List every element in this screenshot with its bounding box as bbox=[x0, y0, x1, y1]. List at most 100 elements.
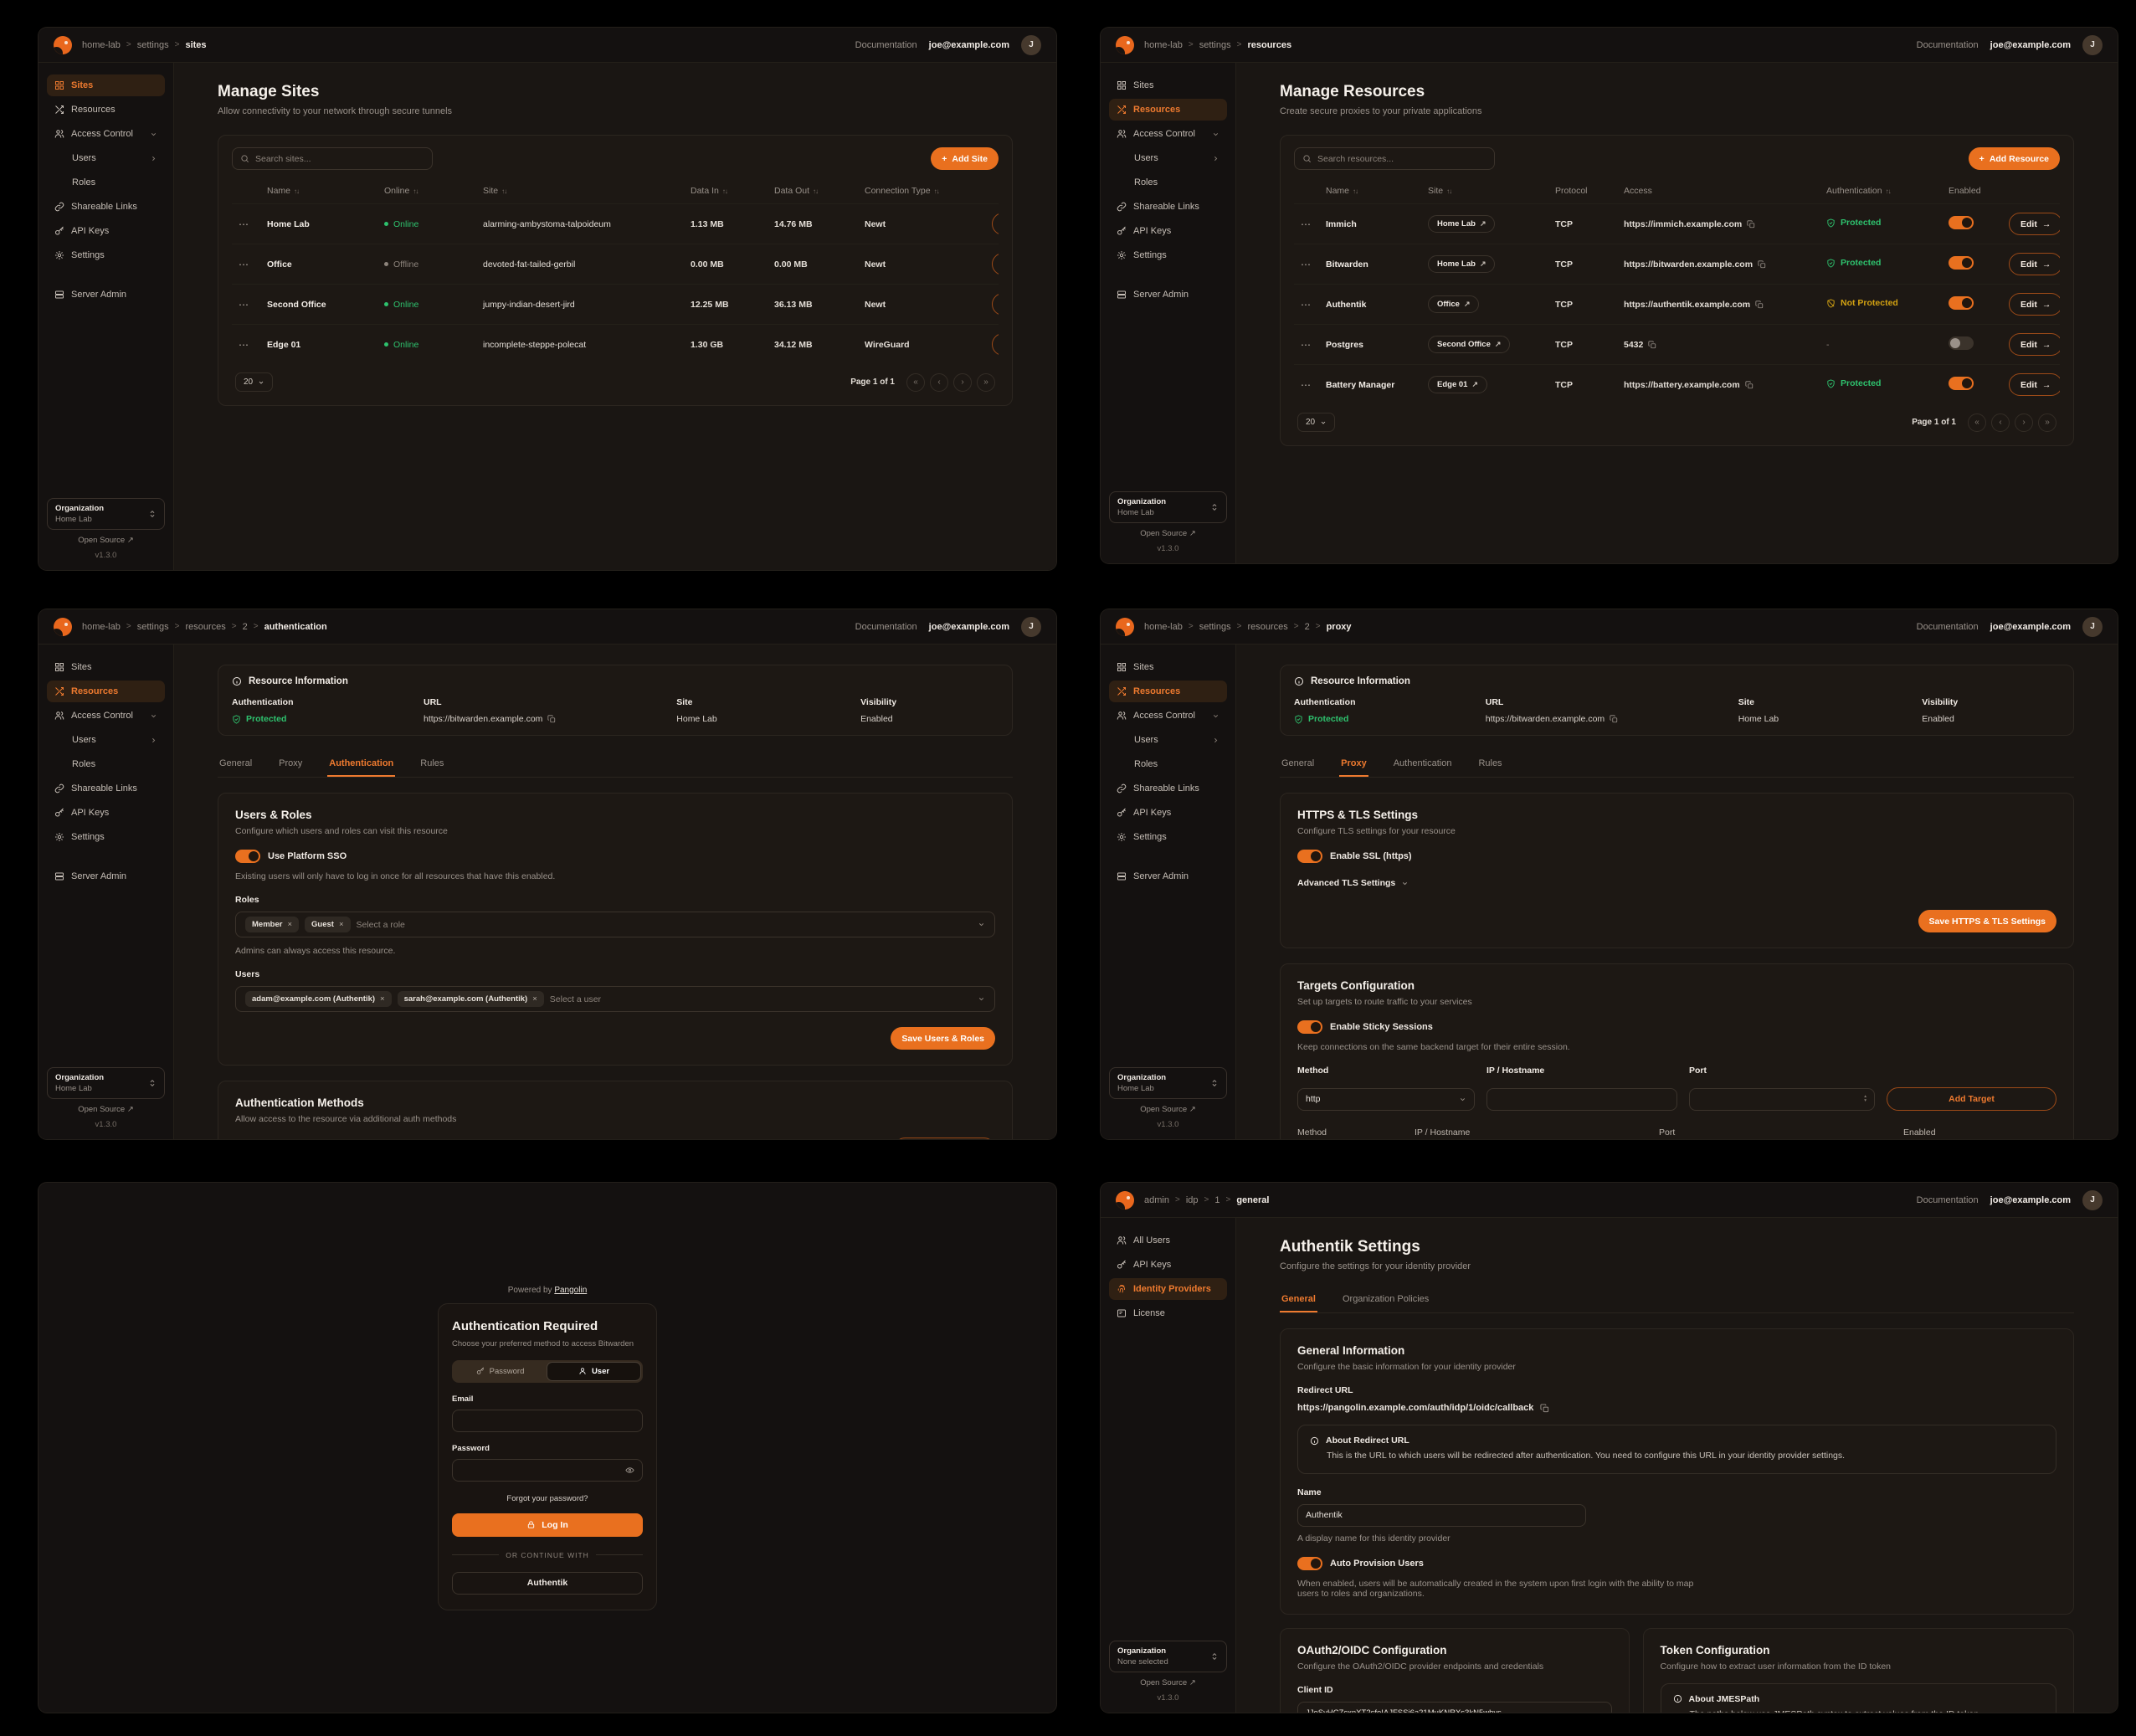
sidebar-item-server-admin[interactable]: Server Admin bbox=[47, 284, 165, 306]
breadcrumb-item[interactable]: idp bbox=[1185, 1194, 1199, 1205]
col-name[interactable]: Name ↑↓ bbox=[1326, 186, 1358, 196]
edit-button[interactable]: Edit→ bbox=[992, 333, 999, 356]
search-input[interactable] bbox=[1317, 153, 1486, 164]
tab-general[interactable]: General bbox=[1280, 1287, 1317, 1312]
site-link-chip[interactable]: Office ↗ bbox=[1428, 295, 1480, 313]
edit-button[interactable]: Edit→ bbox=[2009, 293, 2060, 316]
row-menu-button[interactable]: ⋯ bbox=[239, 218, 249, 230]
sidebar-item-resources[interactable]: Resources bbox=[47, 99, 165, 121]
open-source-link[interactable]: Open Source ↗ bbox=[1140, 529, 1196, 538]
ip-input[interactable] bbox=[1486, 1087, 1677, 1111]
copy-icon[interactable] bbox=[1648, 341, 1656, 349]
role-chip[interactable]: Guest × bbox=[305, 917, 351, 932]
enabled-toggle[interactable] bbox=[1949, 377, 1974, 390]
prev-page-button[interactable]: ‹ bbox=[1991, 413, 2010, 432]
forgot-password-link[interactable]: Forgot your password? bbox=[506, 1493, 588, 1503]
ip-input-field[interactable] bbox=[1495, 1094, 1669, 1104]
sidebar-item-users[interactable]: Users bbox=[1109, 147, 1227, 169]
sidebar-item-shareable-links[interactable]: Shareable Links bbox=[1109, 196, 1227, 218]
first-page-button[interactable]: « bbox=[906, 372, 925, 392]
breadcrumb-item[interactable]: home-lab bbox=[1144, 621, 1183, 632]
sidebar-item-api-keys[interactable]: API Keys bbox=[1109, 802, 1227, 824]
col-site[interactable]: Site ↑↓ bbox=[483, 186, 507, 196]
sidebar-item-roles[interactable]: Roles bbox=[47, 172, 165, 193]
open-source-link[interactable]: Open Source ↗ bbox=[1140, 1105, 1196, 1114]
sidebar-item-server-admin[interactable]: Server Admin bbox=[1109, 284, 1227, 306]
col-site[interactable]: Site ↑↓ bbox=[1428, 186, 1452, 196]
prev-page-button[interactable]: ‹ bbox=[930, 372, 948, 392]
sidebar-item-shareable-links[interactable]: Shareable Links bbox=[47, 778, 165, 799]
col-online[interactable]: Online ↑↓ bbox=[384, 186, 418, 196]
avatar[interactable]: J bbox=[2082, 34, 2103, 55]
breadcrumb-item[interactable]: home-lab bbox=[1144, 39, 1183, 50]
add-resource-button[interactable]: + Add Resource bbox=[1968, 147, 2060, 170]
sidebar-item-roles[interactable]: Roles bbox=[1109, 753, 1227, 775]
roles-multiselect[interactable]: Member × Guest × Select a role bbox=[235, 912, 995, 937]
col-data-in[interactable]: Data In ↑↓ bbox=[691, 186, 728, 196]
sidebar-item-api-keys[interactable]: API Keys bbox=[1109, 220, 1227, 242]
sidebar-item-users[interactable]: Users bbox=[47, 729, 165, 751]
tab-rules[interactable]: Rules bbox=[418, 751, 445, 777]
enabled-toggle[interactable] bbox=[1949, 216, 1974, 229]
sidebar-item-settings[interactable]: Settings bbox=[47, 244, 165, 266]
sidebar-item-api-keys[interactable]: API Keys bbox=[47, 802, 165, 824]
user-chip[interactable]: sarah@example.com (Authentik) × bbox=[397, 991, 544, 1007]
open-source-link[interactable]: Open Source ↗ bbox=[78, 1105, 134, 1114]
breadcrumb-item[interactable]: resources bbox=[185, 621, 226, 632]
col-connection-type[interactable]: Connection Type ↑↓ bbox=[865, 186, 940, 196]
enabled-toggle[interactable] bbox=[1949, 296, 1974, 310]
remove-password-button[interactable]: Remove Password bbox=[893, 1138, 995, 1139]
pangolin-link[interactable]: Pangolin bbox=[554, 1285, 588, 1295]
sidebar-item-identity-providers[interactable]: Identity Providers bbox=[1109, 1278, 1227, 1300]
tab-organization-policies[interactable]: Organization Policies bbox=[1341, 1287, 1430, 1312]
documentation-link[interactable]: Documentation bbox=[855, 39, 917, 50]
organization-selector[interactable]: Organization Home Lab bbox=[47, 498, 165, 530]
login-button[interactable]: Log In bbox=[452, 1513, 643, 1537]
authentik-sso-button[interactable]: Authentik bbox=[452, 1571, 643, 1595]
row-menu-button[interactable]: ⋯ bbox=[1301, 338, 1312, 351]
sidebar-item-access-control[interactable]: Access Control bbox=[47, 123, 165, 145]
sidebar-item-access-control[interactable]: Access Control bbox=[47, 705, 165, 727]
breadcrumb-item[interactable]: settings bbox=[136, 39, 169, 50]
tab-general[interactable]: General bbox=[1280, 751, 1316, 777]
col-name[interactable]: Name ↑↓ bbox=[267, 186, 300, 196]
sidebar-item-all-users[interactable]: All Users bbox=[1109, 1230, 1227, 1251]
next-page-button[interactable]: › bbox=[2015, 413, 2033, 432]
documentation-link[interactable]: Documentation bbox=[1916, 39, 1979, 50]
search-input[interactable] bbox=[255, 153, 424, 164]
avatar[interactable]: J bbox=[2082, 616, 2103, 637]
row-menu-button[interactable]: ⋯ bbox=[1301, 258, 1312, 270]
sidebar-item-settings[interactable]: Settings bbox=[1109, 826, 1227, 848]
sidebar-item-server-admin[interactable]: Server Admin bbox=[47, 865, 165, 887]
breadcrumb-item[interactable]: home-lab bbox=[82, 39, 121, 50]
advanced-tls-collapsible[interactable]: Advanced TLS Settings bbox=[1297, 878, 2056, 888]
breadcrumb-item[interactable]: 2 bbox=[242, 621, 248, 632]
users-multiselect[interactable]: adam@example.com (Authentik) × sarah@exam… bbox=[235, 986, 995, 1012]
avatar[interactable]: J bbox=[1021, 34, 1041, 55]
user-chip[interactable]: adam@example.com (Authentik) × bbox=[245, 991, 392, 1007]
sidebar-item-resources[interactable]: Resources bbox=[1109, 681, 1227, 702]
sidebar-item-access-control[interactable]: Access Control bbox=[1109, 123, 1227, 145]
edit-button[interactable]: Edit→ bbox=[992, 253, 999, 275]
sidebar-item-api-keys[interactable]: API Keys bbox=[1109, 1254, 1227, 1276]
edit-button[interactable]: Edit→ bbox=[992, 293, 999, 316]
remove-chip-icon[interactable]: × bbox=[532, 994, 537, 1004]
tab-authentication[interactable]: Authentication bbox=[1392, 751, 1454, 777]
copy-icon[interactable] bbox=[1610, 715, 1618, 723]
next-page-button[interactable]: › bbox=[953, 372, 972, 392]
sidebar-item-sites[interactable]: Sites bbox=[1109, 656, 1227, 678]
tab-general[interactable]: General bbox=[218, 751, 254, 777]
role-chip[interactable]: Member × bbox=[245, 917, 299, 932]
col-data-out[interactable]: Data Out ↑↓ bbox=[774, 186, 819, 196]
sidebar-item-resources[interactable]: Resources bbox=[47, 681, 165, 702]
remove-chip-icon[interactable]: × bbox=[338, 920, 344, 929]
sidebar-item-sites[interactable]: Sites bbox=[47, 74, 165, 96]
tab-password[interactable]: Password bbox=[454, 1362, 547, 1381]
sidebar-item-resources[interactable]: Resources bbox=[1109, 99, 1227, 121]
add-site-button[interactable]: + Add Site bbox=[931, 147, 999, 170]
avatar[interactable]: J bbox=[1021, 616, 1041, 637]
ssl-toggle[interactable] bbox=[1297, 850, 1322, 863]
email-input[interactable] bbox=[460, 1415, 634, 1425]
platform-sso-toggle[interactable] bbox=[235, 850, 260, 863]
breadcrumb-item[interactable]: 1 bbox=[1214, 1194, 1220, 1205]
